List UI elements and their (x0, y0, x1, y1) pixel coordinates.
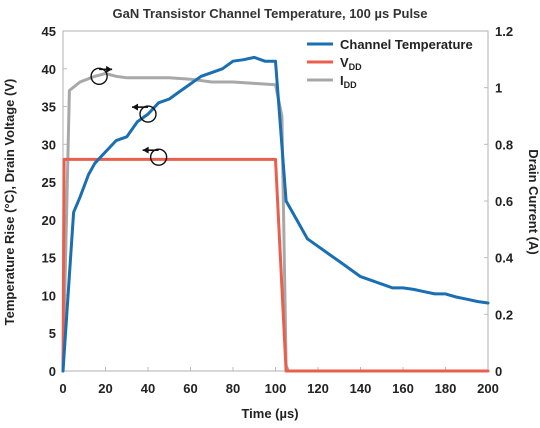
y-right-tick-label: 0.8 (495, 137, 513, 152)
x-tick-label: 0 (59, 381, 66, 396)
idd-axis-marker-arrow-head (106, 65, 113, 73)
legend-label-vdd: VDD (340, 55, 362, 72)
series-line-vdd (61, 157, 490, 373)
series-line-idd (61, 72, 290, 373)
y-left-tick-label: 45 (42, 24, 56, 39)
x-tick-label: 80 (226, 381, 240, 396)
y-right-axis-title: Drain Current (A) (526, 149, 540, 254)
x-tick-label: 120 (307, 381, 329, 396)
legend-label-subscript: DD (349, 62, 362, 72)
y-right-tick-label: 0 (495, 364, 502, 379)
temperature-axis-marker-arrow-head (132, 103, 138, 111)
y-right-tick-label: 1.2 (495, 24, 513, 39)
legend-label-idd: IDD (340, 73, 357, 90)
y-left-tick-label: 20 (42, 213, 56, 228)
y-right-tick-label: 0.2 (495, 307, 513, 322)
vdd-axis-marker-arrow-head (142, 146, 149, 154)
y-left-tick-label: 5 (49, 326, 56, 341)
x-tick-label: 180 (435, 381, 457, 396)
x-tick-label: 200 (477, 381, 499, 396)
y-left-tick-label: 35 (42, 100, 56, 115)
legend-label-subscript: DD (344, 80, 357, 90)
y-right-tick-label: 0.4 (495, 251, 514, 266)
y-left-tick-label: 40 (42, 62, 56, 77)
vdd-axis-marker-circle (149, 148, 168, 166)
y-right-tick-label: 1 (495, 81, 502, 96)
x-tick-label: 100 (265, 381, 287, 396)
x-tick-label: 40 (141, 381, 155, 396)
plot-area-border (62, 30, 489, 372)
x-tick-label: 60 (183, 381, 197, 396)
x-tick-label: 160 (392, 381, 414, 396)
x-tick-label: 140 (350, 381, 372, 396)
y-left-tick-label: 25 (42, 175, 56, 190)
series-line-channel-temperature (61, 55, 490, 373)
chart-title: GaN Transistor Channel Temperature, 100 … (112, 6, 427, 21)
y-left-tick-label: 30 (42, 137, 56, 152)
temperature-axis-marker-circle (139, 105, 157, 123)
y-left-tick-label: 0 (49, 364, 56, 379)
y-left-axis-title: Temperature Rise (°C), Drain Voltage (V) (2, 79, 17, 326)
y-right-tick-label: 0.6 (495, 194, 513, 209)
y-left-tick-label: 10 (42, 288, 56, 303)
legend-label-channel-temperature: Channel Temperature (340, 37, 473, 52)
x-axis-title: Time (µs) (241, 406, 298, 421)
x-tick-label: 20 (98, 381, 112, 396)
idd-axis-marker-circle (90, 67, 108, 86)
y-left-tick-label: 15 (42, 251, 56, 266)
